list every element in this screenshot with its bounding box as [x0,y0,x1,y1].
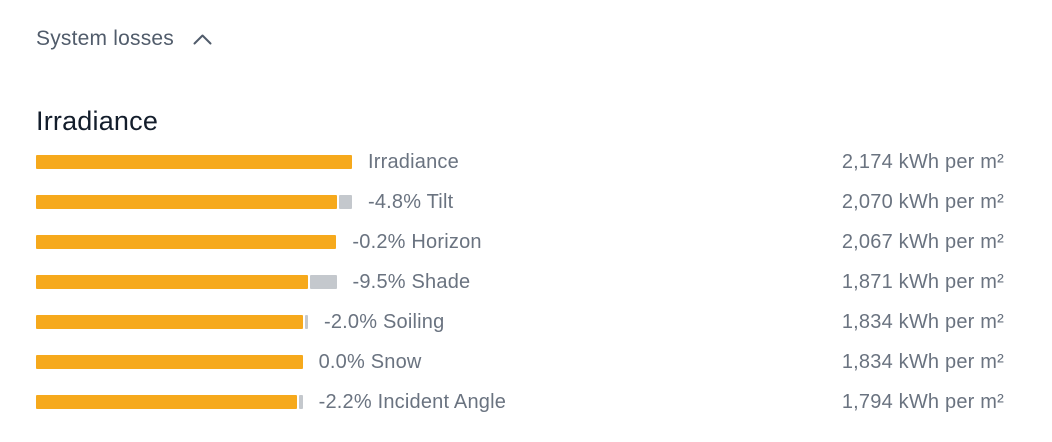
loss-row: Irradiance 2,174 kWh per m² [36,142,1004,182]
row-value: 1,834 kWh per m² [841,310,1004,333]
loss-bar [298,395,303,409]
bar-label: -9.5% Shade [352,270,471,293]
loss-bar [338,195,352,209]
bar-area: Irradiance [36,151,842,174]
value-bar [36,155,352,169]
row-value: 1,834 kWh per m² [841,350,1004,373]
row-value: 2,070 kWh per m² [841,190,1004,213]
bar-area: -2.0% Soiling [36,311,842,334]
bar-area: 0.0% Snow [36,351,842,374]
chart-title: Irradiance [36,106,159,136]
row-value: 2,067 kWh per m² [841,230,1004,253]
bar-label: Irradiance [368,150,459,173]
row-value: 1,871 kWh per m² [841,270,1004,293]
bar-area: -0.2% Horizon [36,231,842,254]
system-losses-title: System losses [36,27,174,50]
value-bar [36,275,308,289]
loss-bar [310,275,337,289]
loss-bar [304,315,308,329]
row-value: 1,794 kWh per m² [841,390,1004,413]
bar-area: -2.2% Incident Angle [36,391,842,414]
bar-label: -0.2% Horizon [352,230,482,253]
system-losses-header[interactable]: System losses [36,26,212,52]
value-bar [36,395,297,409]
bar-area: -9.5% Shade [36,271,842,294]
value-bar [36,355,303,369]
loss-row: 0.0% Snow 1,834 kWh per m² [36,342,1004,382]
chevron-up-icon[interactable] [193,34,212,45]
bar-label: -2.2% Incident Angle [318,390,507,413]
loss-row: -0.2% Horizon 2,067 kWh per m² [36,222,1004,262]
bar-label: -2.0% Soiling [323,310,445,333]
loss-row: -4.8% Tilt 2,070 kWh per m² [36,182,1004,222]
row-value: 2,174 kWh per m² [841,150,1004,173]
bar-label: 0.0% Snow [318,350,422,373]
value-bar [36,195,337,209]
loss-row: -2.2% Incident Angle 1,794 kWh per m² [36,382,1004,422]
loss-row: -2.0% Soiling 1,834 kWh per m² [36,302,1004,342]
loss-row: -9.5% Shade 1,871 kWh per m² [36,262,1004,302]
irradiance-waterfall-chart: Irradiance 2,174 kWh per m² -4.8% Tilt 2,07… [36,142,1004,422]
bar-label: -4.8% Tilt [367,190,454,213]
value-bar [36,315,303,329]
value-bar [36,235,337,249]
bar-area: -4.8% Tilt [36,191,842,214]
